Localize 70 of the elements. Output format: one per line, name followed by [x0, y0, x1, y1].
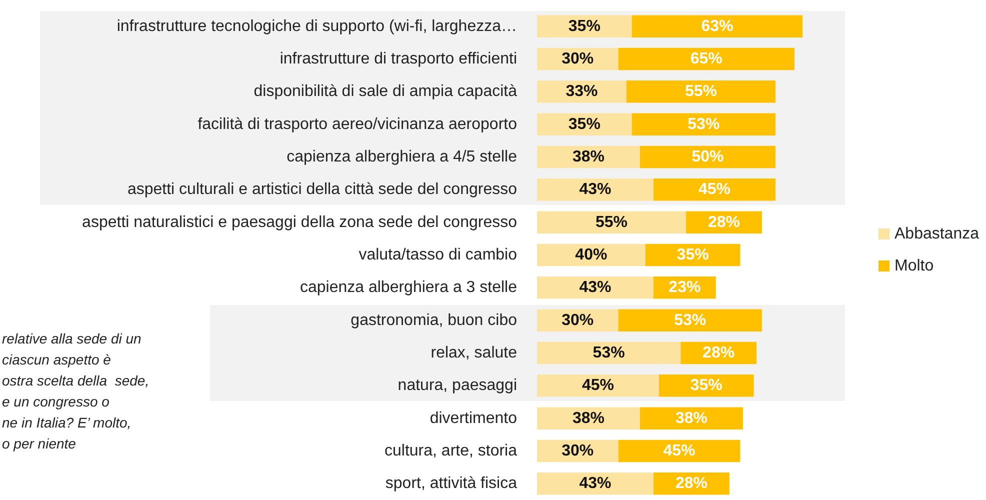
- data-label: 35%: [568, 116, 600, 133]
- data-label: 43%: [579, 475, 612, 492]
- data-label: 55%: [684, 83, 717, 100]
- y-tick-label: aspetti naturalistici e paesaggi della zona sede del congresso: [82, 214, 518, 231]
- y-tick-label: capienza alberghiera a 3 stelle: [300, 279, 518, 296]
- data-label: 35%: [690, 377, 722, 394]
- data-label: 30%: [562, 50, 594, 68]
- bar: [537, 15, 632, 38]
- bar: [537, 309, 618, 332]
- y-tick-label: gastronomia, buon cibo: [350, 312, 518, 329]
- y-tick-label: valuta/tasso di cambio: [358, 246, 518, 264]
- bar: [640, 146, 776, 168]
- data-label: 38%: [572, 148, 605, 166]
- bar: [537, 407, 640, 430]
- y-tick-label: infrastrutture di trasporto efficienti: [280, 50, 517, 68]
- y-tick-label: disponibilità di sale di ampia capacità: [254, 83, 518, 100]
- y-tick-label: divertimento: [430, 410, 518, 427]
- bar: [537, 244, 646, 266]
- data-label: 43%: [579, 279, 612, 296]
- data-label: 65%: [690, 50, 722, 68]
- data-label: 43%: [579, 181, 612, 198]
- data-label: 55%: [596, 214, 628, 231]
- bar: [537, 374, 659, 397]
- bar: [537, 276, 654, 299]
- data-label: 30%: [562, 312, 594, 329]
- data-label: 30%: [562, 442, 594, 460]
- data-label: 23%: [668, 279, 701, 296]
- data-label: 45%: [663, 442, 696, 460]
- legend-label: Abbastanza: [894, 226, 980, 242]
- bar: [537, 178, 654, 201]
- y-tick-label: relax, salute: [430, 344, 518, 362]
- data-label: 38%: [572, 410, 605, 427]
- data-label: 28%: [702, 344, 735, 362]
- bar: [640, 407, 743, 430]
- bar: [654, 178, 776, 201]
- bar: [537, 342, 681, 364]
- data-label: 28%: [708, 214, 740, 231]
- bar: [658, 374, 754, 397]
- data-label: 53%: [688, 116, 720, 133]
- y-tick-label: capienza alberghiera a 4/5 stelle: [286, 148, 518, 166]
- y-tick-label: infrastrutture tecnologiche di supporto (wi-fi, larghezza…: [116, 18, 517, 35]
- data-label: 33%: [566, 83, 598, 100]
- data-label: 28%: [675, 475, 708, 492]
- bar: [537, 80, 626, 103]
- bar: [626, 80, 776, 103]
- bar: [618, 48, 794, 70]
- y-tick-label: facilità di trasporto aereo/vicinanza aeroporto: [198, 116, 518, 133]
- data-label: 38%: [675, 410, 708, 427]
- data-label: 40%: [575, 246, 608, 264]
- data-label: 53%: [592, 344, 625, 362]
- data-label: 53%: [674, 312, 706, 329]
- bar: [632, 15, 803, 38]
- y-tick-label: natura, paesaggi: [398, 377, 517, 394]
- y-tick-label: aspetti culturali e artistici della città sede del congresso: [127, 181, 518, 198]
- data-label: 63%: [701, 18, 734, 35]
- data-label: 35%: [568, 18, 600, 35]
- data-label: 50%: [692, 148, 724, 166]
- bar: [537, 472, 654, 495]
- y-tick-label: sport, attività fisica: [385, 475, 518, 492]
- legend-label: Molto: [894, 258, 934, 274]
- data-label: 35%: [676, 246, 709, 264]
- bar: [537, 211, 686, 234]
- bar: [618, 309, 762, 332]
- text: relative alla sede di un ciascun aspetto è ostra scelta della sede, e un congresso o ne in Italia? E’ molto, o per niente: [2, 330, 150, 452]
- data-label: 45%: [698, 181, 731, 198]
- data-label: 45%: [582, 377, 614, 394]
- y-tick-label: cultura, arte, storia: [384, 442, 518, 460]
- bar: [618, 440, 740, 462]
- bar: [632, 113, 776, 136]
- bar: [537, 113, 632, 136]
